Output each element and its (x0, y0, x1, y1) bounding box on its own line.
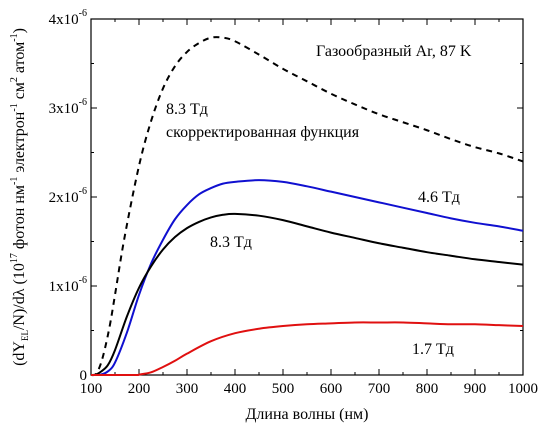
series-4-6-td (90, 179, 524, 376)
y-tick-label-0: 0 (80, 368, 88, 384)
y-tick-label-3: 3x10-6 (49, 97, 87, 117)
x-axis-title: Длина волны (нм) (246, 406, 369, 423)
x-tick-label-900: 900 (464, 381, 487, 397)
label-4-6-td: 4.6 Тд (418, 189, 460, 206)
annotation-gas-ar: Газообразный Ar, 87 K (316, 43, 472, 60)
label-corrected-line2: скорректированная функция (166, 124, 360, 141)
x-tick-label-400: 400 (224, 381, 247, 397)
series-1-7-td (90, 321, 524, 377)
label-1-7-td: 1.7 Тд (412, 341, 454, 358)
x-tick-label-700: 700 (368, 381, 391, 397)
x-tick-label-200: 200 (128, 381, 151, 397)
series-corrected-8-3-td (90, 36, 524, 377)
x-tick-label-100: 100 (80, 381, 103, 397)
y-tick-label-2: 2x10-6 (49, 186, 87, 206)
x-tick-label-1000: 1000 (508, 381, 538, 397)
x-tick-label-800: 800 (416, 381, 439, 397)
x-tick-labels: 100 200 300 400 500 600 700 800 900 1000 (80, 381, 538, 397)
y-tick-label-4: 4x10-6 (49, 8, 87, 28)
y-tick-labels: 0 1x10-6 2x10-6 3x10-6 4x10-6 (49, 8, 87, 384)
y-tick-label-1: 1x10-6 (49, 275, 87, 295)
label-8-3-td: 8.3 Тд (210, 234, 252, 251)
y-axis-title: (dYEL/N)/dλ (1017 фотон нм-1 электрон-1 … (9, 28, 30, 366)
x-tick-label-600: 600 (320, 381, 343, 397)
x-tick-label-500: 500 (272, 381, 295, 397)
x-tick-label-300: 300 (176, 381, 199, 397)
series-8-3-td (90, 212, 524, 376)
label-corrected-line1: 8.3 Тд (166, 101, 208, 118)
axis-ticks (90, 18, 524, 376)
series-lines (90, 36, 524, 377)
